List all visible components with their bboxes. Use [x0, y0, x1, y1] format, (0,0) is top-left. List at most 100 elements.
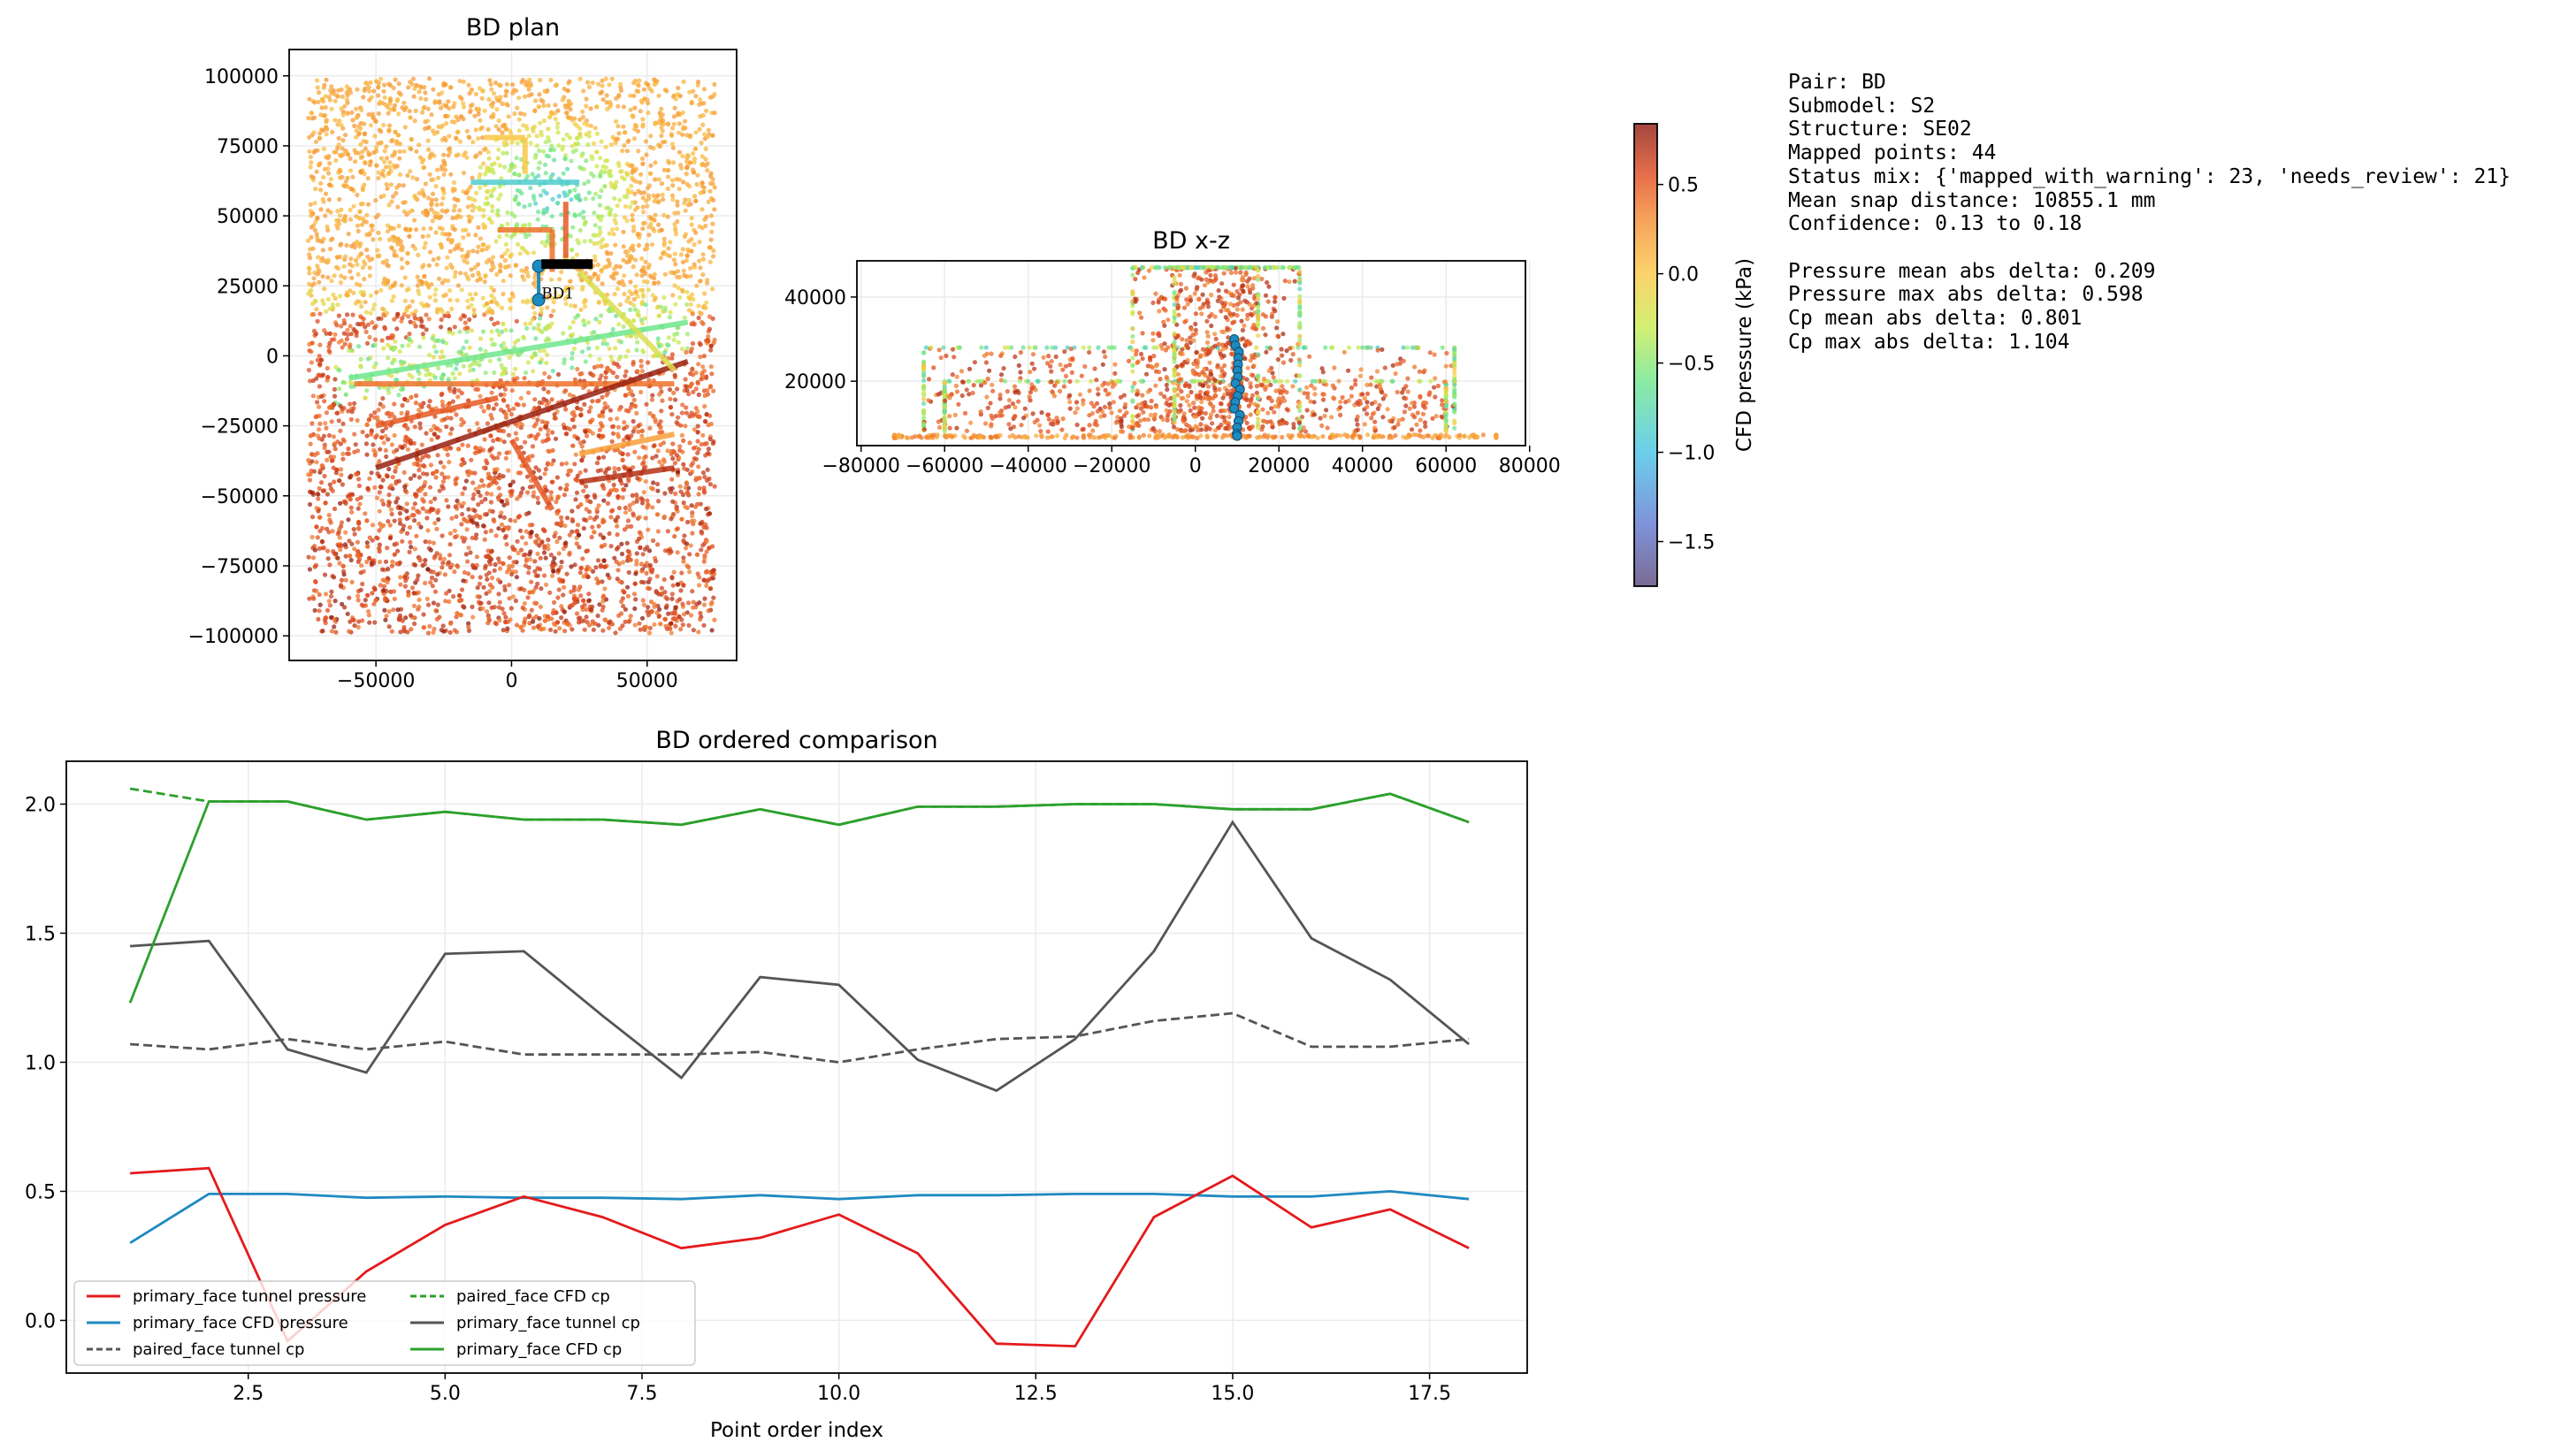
plan-point	[396, 111, 401, 117]
plan-point	[607, 620, 612, 625]
plan-point	[698, 616, 703, 622]
plan-point	[448, 172, 454, 177]
plan-point	[366, 88, 371, 94]
plan-point	[390, 475, 395, 480]
plan-point	[332, 441, 337, 446]
plan-point	[316, 99, 321, 104]
plan-point	[478, 404, 485, 409]
plan-point	[508, 606, 514, 611]
plan-point	[467, 345, 472, 350]
plan-point	[329, 629, 334, 634]
plan-point	[373, 361, 378, 366]
plan-point	[338, 169, 343, 174]
plan-point	[537, 348, 543, 354]
plan-point	[502, 587, 508, 592]
plan-point	[485, 491, 490, 496]
plan-point	[338, 428, 343, 433]
plan-point	[486, 600, 492, 606]
plan-point	[307, 477, 313, 483]
plan-point	[701, 189, 707, 195]
plan-point	[612, 555, 617, 561]
plan-point	[355, 553, 360, 558]
plan-point	[507, 355, 512, 360]
plan-point	[462, 258, 467, 263]
plan-point	[351, 290, 356, 295]
plan-point	[330, 236, 335, 241]
plan-point	[549, 462, 554, 467]
plan-point	[325, 224, 330, 230]
plan-point	[410, 506, 416, 511]
plan-point	[646, 605, 651, 610]
plan-point	[562, 629, 568, 634]
plan-point	[321, 236, 326, 241]
plan-point	[357, 501, 363, 507]
plan-point	[631, 228, 637, 233]
plan-point	[376, 408, 381, 413]
plan-point	[460, 512, 465, 517]
plan-point	[563, 407, 569, 412]
plan-point	[593, 191, 599, 196]
plan-point	[330, 129, 335, 134]
plan-point	[503, 327, 508, 332]
plan-point	[328, 247, 333, 252]
plan-point	[617, 302, 623, 308]
plan-point	[501, 291, 506, 297]
plan-point	[314, 506, 319, 511]
plan-point	[412, 316, 417, 321]
plan-point	[421, 462, 426, 469]
plan-point	[388, 168, 394, 173]
plan-point	[319, 463, 325, 469]
plan-point	[459, 416, 464, 422]
plan-point	[377, 528, 382, 533]
plan-point	[476, 111, 481, 117]
plan-point	[372, 485, 378, 491]
plan-point	[656, 222, 661, 227]
plan-point	[324, 425, 329, 431]
plan-point	[481, 208, 486, 213]
plan-point	[654, 305, 661, 310]
plan-point	[325, 156, 331, 161]
plan-point	[327, 603, 333, 608]
plan-point	[696, 392, 701, 398]
plan-point	[641, 602, 647, 607]
plan-point	[693, 456, 699, 462]
plan-point	[404, 501, 409, 507]
plan-point	[392, 107, 397, 112]
plan-point	[544, 191, 549, 196]
plan-point	[343, 500, 348, 507]
plan-point	[401, 312, 407, 317]
plan-point	[406, 286, 411, 292]
plan-point	[549, 143, 554, 149]
plan-point	[340, 146, 345, 151]
plan-point	[672, 283, 677, 288]
plan-point	[532, 559, 538, 564]
plan-point	[530, 444, 536, 449]
plan-point	[615, 124, 621, 129]
plan-point	[645, 242, 650, 248]
plan-point	[473, 446, 479, 451]
plan-point	[539, 306, 545, 311]
plan-point	[490, 584, 495, 591]
plan-point	[355, 271, 361, 277]
plan-point	[707, 326, 713, 332]
plan-point	[440, 202, 445, 207]
plan-point	[472, 508, 478, 514]
plan-point	[306, 472, 311, 477]
plan-point	[458, 317, 463, 322]
plan-point	[676, 286, 681, 291]
plan-point	[340, 138, 346, 143]
plan-point	[403, 615, 409, 621]
plan-point	[336, 135, 341, 141]
plan-point	[623, 354, 629, 359]
plan-point	[649, 242, 655, 248]
plan-point	[667, 315, 673, 320]
plan-point	[433, 230, 439, 235]
plan-point	[580, 285, 585, 290]
plan-point	[400, 105, 405, 111]
plan-point	[582, 401, 587, 407]
plan-point	[671, 390, 676, 395]
plan-point	[467, 218, 472, 224]
plan-point	[633, 597, 638, 602]
plan-point	[401, 523, 407, 529]
plan-point	[697, 575, 702, 580]
